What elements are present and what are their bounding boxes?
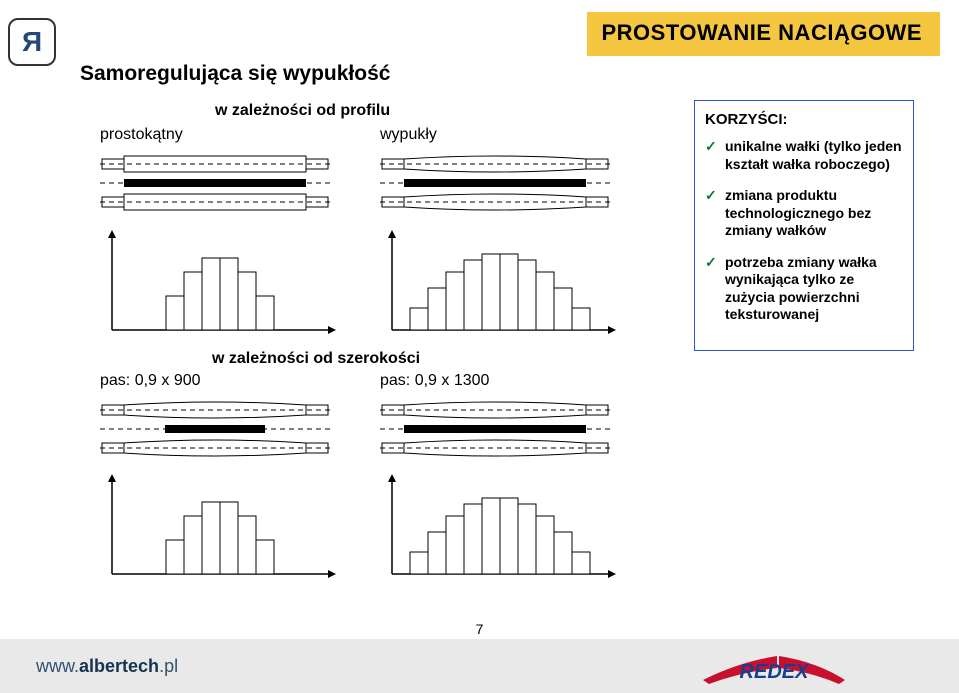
diagram-histogram-profile-convex [380,226,625,346]
width-wide-label: pas: 0,9 x 1300 [380,372,625,390]
benefits-list: unikalne wałki (tylko jeden kształt wałk… [705,138,905,324]
diagram-roller-narrow [100,396,330,462]
url-suffix: .pl [159,656,178,676]
diagram-histogram-width-narrow [100,470,345,590]
footer-redex-logo: REDEX [699,644,849,688]
page-title-badge: PROSTOWANIE NACIĄGOWE [587,12,940,56]
page-number: 7 [476,621,484,637]
footer-url: www.albertech.pl [36,656,178,677]
url-main: albertech [79,656,159,676]
svg-text:REDEX: REDEX [740,661,811,683]
profile-straight-label: prostokątny [100,126,345,144]
benefit-item: zmiana produktu technologicznego bez zmi… [705,187,905,240]
diagram-roller-wide [380,396,610,462]
brand-logo-glyph: Я [22,26,42,58]
section-profile-label: w zależności od profilu [215,102,390,120]
width-narrow-label: pas: 0,9 x 900 [100,372,345,390]
brand-sidebar: Я ALBERTECH REDEX [0,0,70,620]
diagram-roller-convex [380,150,610,216]
diagram-histogram-width-wide [380,470,625,590]
profile-convex-label: wypukły [380,126,625,144]
footer-bar: www.albertech.pl REDEX [0,639,959,693]
benefits-panel: KORZYŚCI: unikalne wałki (tylko jeden ks… [694,100,914,351]
main-content: PROSTOWANIE NACIĄGOWE Samoregulująca się… [80,12,940,584]
section-width-label: w zależności od szerokości [212,350,420,368]
page-subtitle: Samoregulująca się wypukłość [80,56,940,86]
url-prefix: www. [36,656,79,676]
benefit-item: unikalne wałki (tylko jeden kształt wałk… [705,138,905,173]
diagram-histogram-profile-straight [100,226,345,346]
diagram-roller-straight [100,150,330,216]
benefits-title: KORZYŚCI: [705,111,905,128]
benefit-item: potrzeba zmiany wałka wynikająca tylko z… [705,254,905,324]
brand-logo-mark: Я [8,18,56,66]
